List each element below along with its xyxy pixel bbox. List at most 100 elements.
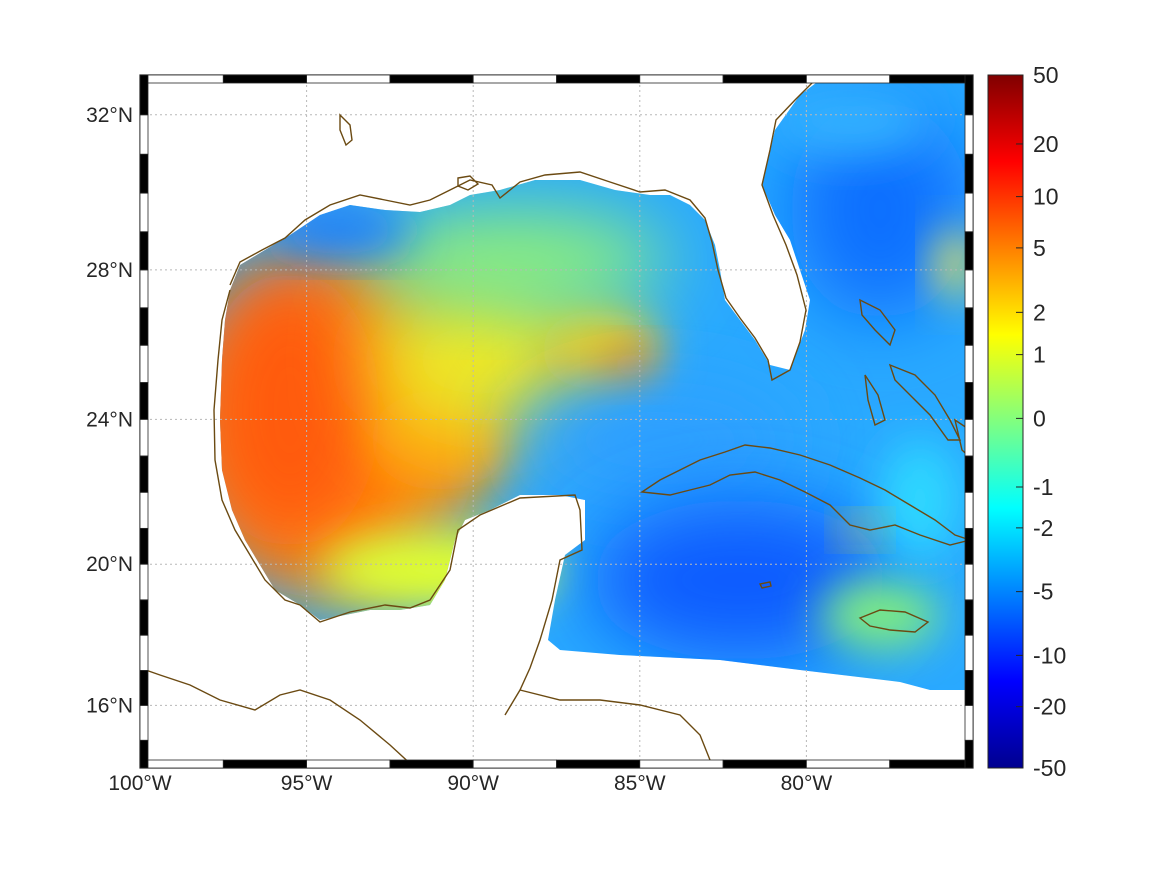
field-blob — [220, 270, 380, 550]
frame-segment — [964, 344, 974, 383]
latitude-tick-label: 16°N — [86, 694, 133, 717]
frame-segment — [139, 114, 149, 155]
colorbar-tick-label: 1 — [1033, 342, 1046, 368]
frame-segment — [389, 759, 474, 769]
frame-segment — [139, 269, 149, 309]
coastline — [213, 289, 301, 606]
coastline-bahamas — [864, 374, 886, 427]
longitude-tick-label: 85°W — [614, 772, 666, 795]
coastline — [140, 667, 416, 768]
field-blob — [935, 230, 965, 300]
frame-segment — [722, 759, 807, 769]
coastline — [229, 79, 816, 382]
frame-segment — [722, 74, 807, 84]
longitude-tick-label: 100°W — [108, 772, 171, 795]
graticule — [140, 75, 973, 768]
frame-ticks — [139, 74, 974, 769]
frame-segment — [139, 74, 224, 84]
frame-segment — [964, 527, 974, 565]
longitude-tick-label: 90°W — [447, 772, 499, 795]
field-blob — [880, 440, 960, 560]
longitude-tick-label: 80°W — [781, 772, 833, 795]
coastline — [299, 494, 583, 716]
colorbar-tick-label: -20 — [1033, 694, 1066, 720]
frame-segment — [964, 705, 974, 741]
frame-segment — [222, 74, 308, 84]
coastline-bahamas — [888, 363, 962, 441]
frame-segment — [806, 74, 891, 84]
frame-segment — [889, 759, 974, 769]
frame-segment — [964, 563, 974, 601]
frame-segment — [964, 739, 974, 769]
frame-segment — [964, 307, 974, 346]
frame-segment — [139, 307, 149, 346]
field-blob — [605, 345, 655, 385]
colorbar-tick-label: 50 — [1033, 62, 1059, 88]
field-blob — [770, 85, 930, 155]
frame-segment — [139, 670, 149, 706]
field-blob — [370, 210, 670, 310]
frame-segment — [222, 759, 308, 769]
frame-segment — [472, 759, 557, 769]
frame-segment — [139, 344, 149, 383]
frame-segment — [139, 599, 149, 636]
colorbar-tick-label: 0 — [1033, 405, 1046, 431]
frame-segment — [964, 231, 974, 271]
frame-segment — [139, 153, 149, 194]
frame-segment — [139, 563, 149, 601]
frame-segment — [806, 759, 891, 769]
frame-segment — [472, 74, 557, 84]
frame-segment — [139, 231, 149, 271]
coastline-island — [339, 113, 353, 147]
frame-segment — [964, 192, 974, 233]
frame-segment — [139, 527, 149, 565]
colorbar-tick-label: 20 — [1033, 131, 1059, 157]
colorbar-tick-label: -50 — [1033, 755, 1066, 781]
frame-segment — [964, 634, 974, 671]
coastline — [519, 689, 711, 761]
frame-segment — [306, 74, 391, 84]
frame-segment — [139, 418, 149, 457]
field-blob — [590, 500, 890, 660]
field-blob — [370, 280, 590, 440]
colorbar-tick-label: 5 — [1033, 235, 1046, 261]
frame-segment — [139, 739, 149, 769]
coastline-island — [457, 175, 480, 191]
frame-segment — [964, 455, 974, 493]
frame-segment — [139, 491, 149, 529]
frame-segment — [964, 153, 974, 194]
latitude-tick-label: 28°N — [86, 259, 133, 282]
frame-segment — [639, 759, 724, 769]
latitude-tick-label: 24°N — [86, 408, 133, 431]
coastline-island — [758, 581, 772, 589]
frame-segment — [964, 670, 974, 706]
frame-segment — [139, 74, 149, 116]
colorbar-tick-label: 10 — [1033, 184, 1059, 210]
frame-segment — [556, 759, 641, 769]
frame-segment — [964, 74, 974, 116]
frame-segment — [139, 705, 149, 741]
field-blob — [790, 100, 965, 320]
frame-segment — [639, 74, 724, 84]
colorbar-gradient — [987, 74, 1024, 769]
frame-segment — [139, 382, 149, 420]
coastline-bahamas — [859, 298, 896, 347]
field-blob — [820, 580, 940, 650]
frame-segment — [964, 269, 974, 309]
latitude-tick-label: 20°N — [86, 553, 133, 576]
frame-segment — [139, 634, 149, 671]
frame-segment — [139, 455, 149, 493]
coastline-jamaica — [858, 609, 930, 633]
colorbar-tick-label: -2 — [1033, 515, 1053, 541]
colorbar-tick-label: -5 — [1033, 579, 1053, 605]
frame-segment — [964, 418, 974, 457]
frame-segment — [139, 759, 224, 769]
frame-segment — [556, 74, 641, 84]
coastlines — [140, 79, 973, 768]
frame-segment — [964, 114, 974, 155]
frame-segment — [139, 192, 149, 233]
longitude-tick-label: 95°W — [281, 772, 333, 795]
